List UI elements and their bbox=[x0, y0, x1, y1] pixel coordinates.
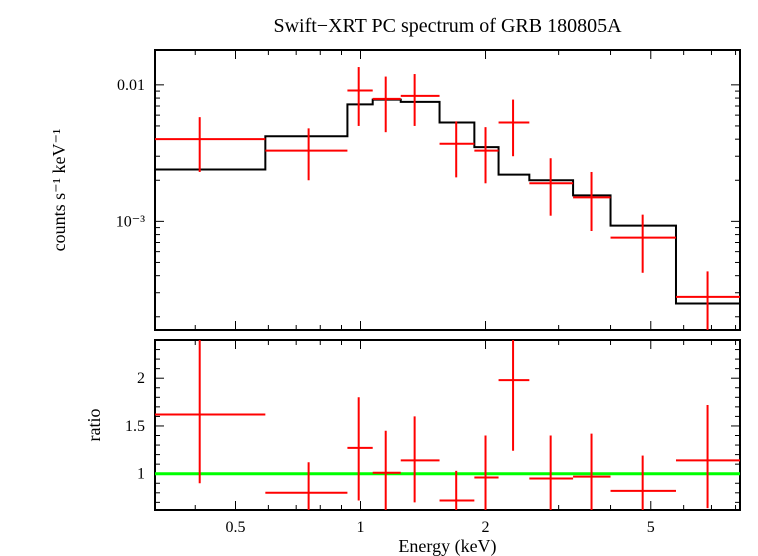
y-tick-label-top: 10⁻³ bbox=[116, 213, 145, 230]
x-axis-label: Energy (keV) bbox=[398, 536, 496, 556]
model-step-line bbox=[155, 100, 740, 304]
x-tick-label: 0.5 bbox=[225, 519, 245, 536]
y-axis-label-top: counts s⁻¹ keV⁻¹ bbox=[49, 129, 69, 252]
y-tick-label-bottom: 2 bbox=[137, 370, 145, 387]
y-axis-label-bottom: ratio bbox=[84, 409, 104, 442]
data-points-top bbox=[155, 67, 740, 330]
y-tick-label-top: 0.01 bbox=[117, 77, 145, 94]
spectrum-panel: 10⁻³ 0.01 bbox=[116, 50, 740, 330]
figure-canvas: Swift−XRT PC spectrum of GRB 180805A 10⁻… bbox=[0, 0, 758, 556]
bottom-panel-frame bbox=[155, 340, 740, 510]
top-panel-frame bbox=[155, 50, 740, 330]
x-tick-label: 5 bbox=[647, 519, 655, 536]
spectrum-figure: Swift−XRT PC spectrum of GRB 180805A 10⁻… bbox=[0, 0, 758, 556]
ratio-panel: 11.52 bbox=[125, 340, 740, 510]
x-tick-label: 1 bbox=[357, 519, 365, 536]
x-axis: 0.5 1 2 5 bbox=[225, 519, 654, 536]
data-points-ratio bbox=[155, 340, 740, 510]
y-tick-label-bottom: 1.5 bbox=[125, 418, 145, 435]
y-tick-label-bottom: 1 bbox=[137, 466, 145, 483]
plot-title: Swift−XRT PC spectrum of GRB 180805A bbox=[273, 15, 622, 37]
x-tick-label: 2 bbox=[482, 519, 490, 536]
